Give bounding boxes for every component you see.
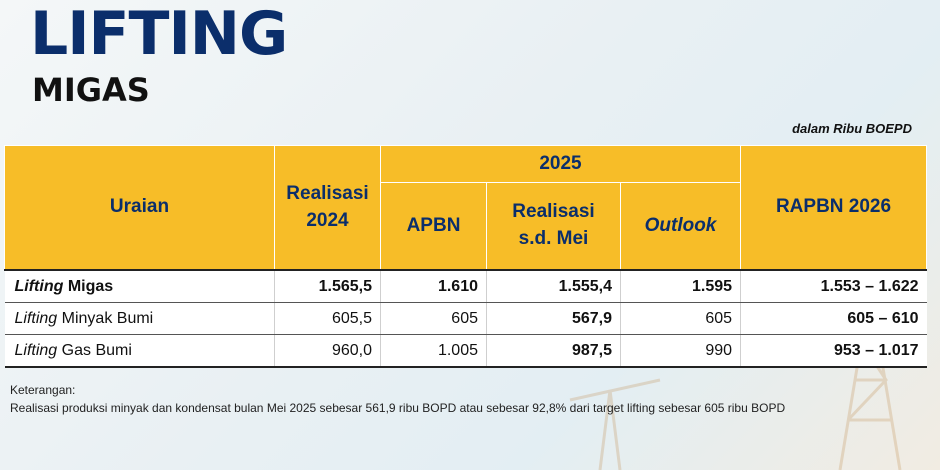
notes-section: Keterangan: Realisasi produksi minyak da… — [10, 382, 915, 416]
header-uraian: Uraian — [4, 145, 275, 271]
cell-outlook: 990 — [620, 334, 742, 368]
header-rapbn-2026: RAPBN 2026 — [740, 145, 928, 271]
page-subtitle: MIGAS — [32, 71, 150, 109]
header-realisasi-2024: Realisasi 2024 — [274, 145, 381, 271]
cell-realisasi-2024: 605,5 — [274, 302, 381, 335]
cell-realisasi-mei: 567,9 — [486, 302, 621, 335]
header-apbn: APBN — [380, 182, 487, 271]
row-label: Lifting Gas Bumi — [4, 334, 275, 368]
cell-apbn: 1.005 — [380, 334, 487, 368]
cell-apbn: 1.610 — [380, 269, 487, 303]
header-realisasi-mei: Realisasi s.d. Mei — [486, 182, 621, 271]
page-title: LIFTING — [30, 0, 288, 69]
row-label: Lifting Migas — [4, 269, 275, 303]
table-row: Lifting Gas Bumi 960,0 1.005 987,5 990 9… — [4, 334, 927, 368]
cell-rapbn-2026: 1.553 – 1.622 — [740, 269, 927, 303]
cell-outlook: 1.595 — [620, 269, 742, 303]
cell-realisasi-mei: 987,5 — [486, 334, 621, 368]
row-label: Lifting Minyak Bumi — [4, 302, 275, 335]
header-year-2025: 2025 — [379, 145, 742, 183]
table-row: Lifting Minyak Bumi 605,5 605 567,9 605 … — [4, 302, 927, 335]
cell-rapbn-2026: 953 – 1.017 — [740, 334, 927, 368]
notes-label: Keterangan: — [10, 383, 76, 397]
cell-realisasi-mei: 1.555,4 — [486, 269, 621, 303]
cell-outlook: 605 — [620, 302, 742, 335]
header-outlook: Outlook — [619, 182, 742, 271]
lifting-table: Uraian Realisasi 2024 2025 RAPBN 2026 APB… — [4, 145, 928, 368]
cell-apbn: 605 — [380, 302, 487, 335]
cell-realisasi-2024: 1.565,5 — [274, 269, 381, 303]
cell-realisasi-2024: 960,0 — [274, 334, 381, 368]
unit-note: dalam Ribu BOEPD — [792, 121, 912, 136]
table-row: Lifting Migas 1.565,5 1.610 1.555,4 1.59… — [4, 269, 927, 303]
notes-text: Realisasi produksi minyak dan kondensat … — [10, 401, 786, 416]
cell-rapbn-2026: 605 – 610 — [740, 302, 927, 335]
